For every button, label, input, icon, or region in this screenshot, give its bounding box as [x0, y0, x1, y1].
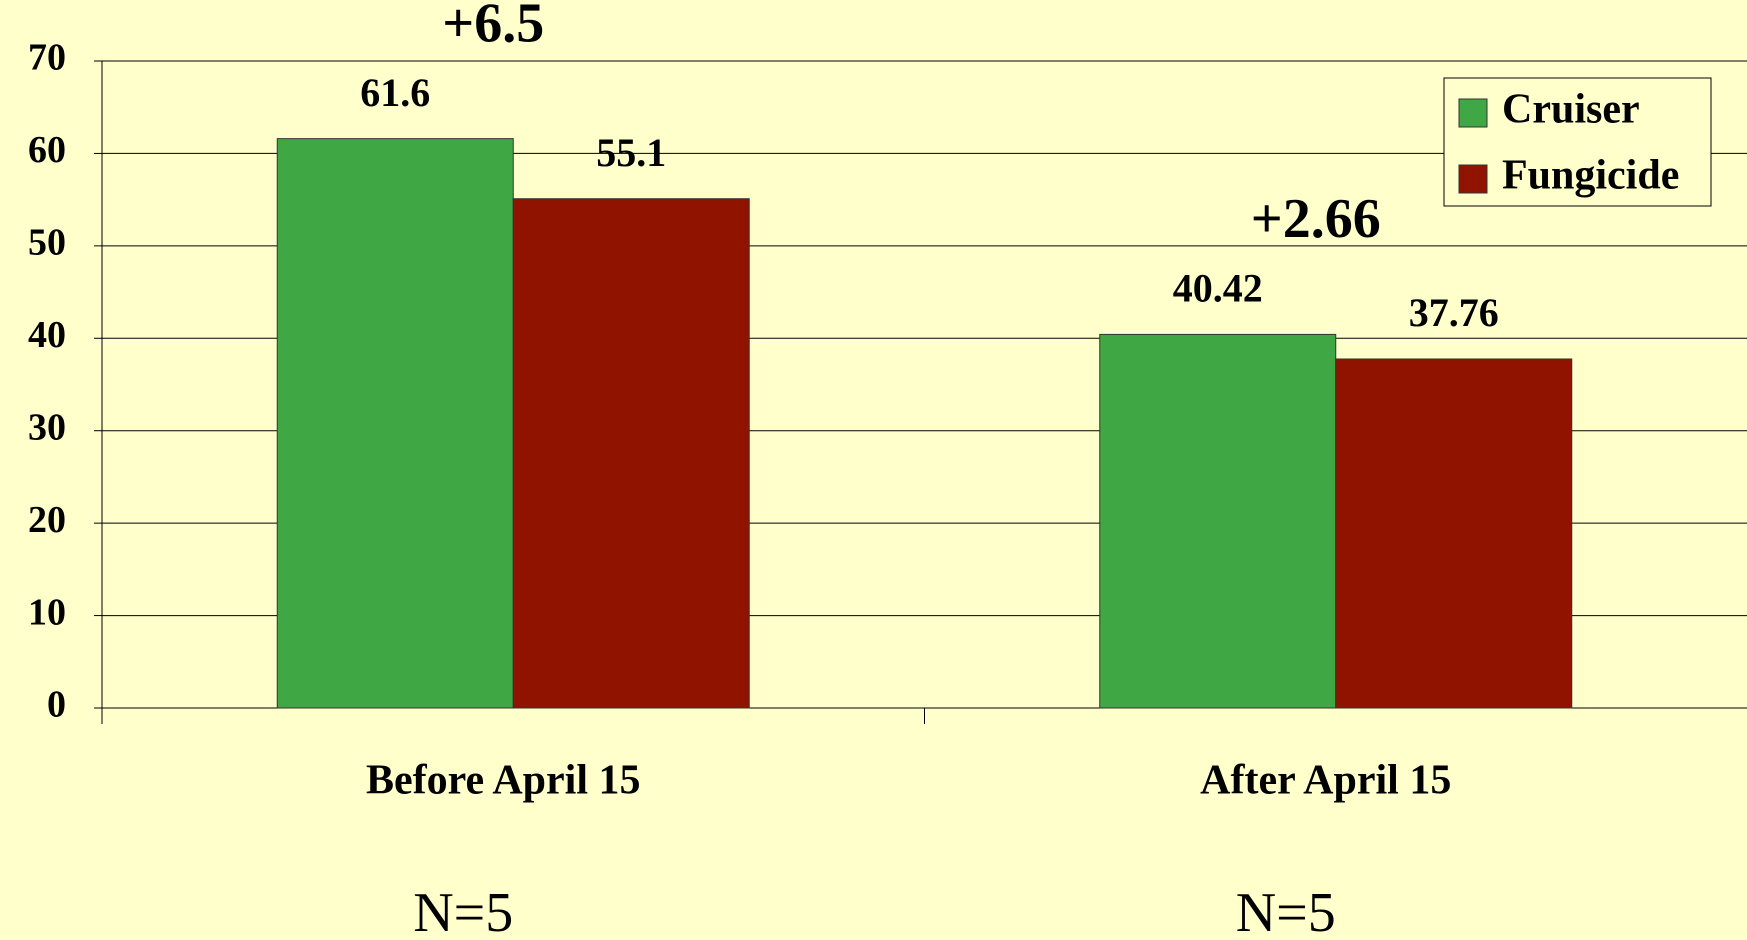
y-tick-label: 50	[28, 222, 66, 264]
value-label: 61.6	[360, 70, 430, 115]
bar	[512, 198, 750, 709]
y-tick-label: 70	[28, 37, 66, 79]
legend-box	[1443, 77, 1712, 207]
y-tick-label: 0	[47, 684, 66, 726]
bar	[1335, 358, 1573, 709]
bar	[1099, 333, 1337, 709]
y-tick-label: 30	[28, 406, 66, 448]
legend-swatch	[1458, 164, 1488, 194]
x-tick-label: After April 15	[1200, 758, 1451, 804]
annotation: +2.66	[1251, 188, 1381, 250]
y-tick-label: 60	[28, 129, 66, 171]
y-tick-label: 40	[28, 314, 66, 356]
category-note: N=5	[1236, 882, 1336, 940]
y-tick-label: 20	[28, 499, 66, 541]
bar	[276, 138, 514, 709]
value-label: 37.76	[1409, 290, 1499, 335]
annotation: +6.5	[442, 0, 544, 54]
value-label: 40.42	[1173, 266, 1263, 311]
legend-label: Fungicide	[1502, 153, 1679, 199]
value-label: 55.1	[596, 130, 666, 175]
legend-swatch	[1458, 98, 1488, 128]
category-note: N=5	[413, 882, 513, 940]
y-tick-label: 10	[28, 591, 66, 633]
x-tick-label: Before April 15	[366, 758, 641, 804]
legend-label: Cruiser	[1502, 87, 1640, 133]
